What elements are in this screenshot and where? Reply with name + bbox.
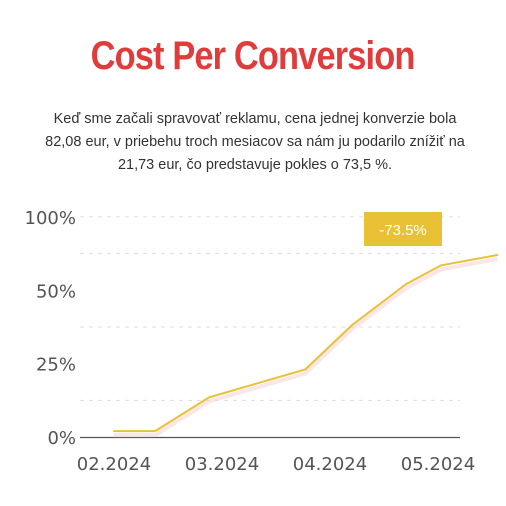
y-tick-label: 50% xyxy=(36,281,76,302)
series-line xyxy=(113,254,499,433)
y-tick-label: 0% xyxy=(47,428,76,449)
chart-subtitle: Keď sme začali spravovať reklamu, cena j… xyxy=(45,111,465,173)
chart-title: Cost Per Conversion xyxy=(90,34,416,78)
x-tick-label: 03.2024 xyxy=(185,454,259,475)
y-tick-label: 25% xyxy=(36,355,76,376)
change-badge-label: -73.5% xyxy=(379,222,427,239)
x-tick-label: 04.2024 xyxy=(293,454,367,475)
series-line-shadow xyxy=(114,257,498,438)
change-badge xyxy=(364,212,442,246)
x-tick-label: 05.2024 xyxy=(401,454,475,475)
x-tick-label: 02.2024 xyxy=(77,454,151,475)
y-tick-label: 100% xyxy=(25,208,76,229)
